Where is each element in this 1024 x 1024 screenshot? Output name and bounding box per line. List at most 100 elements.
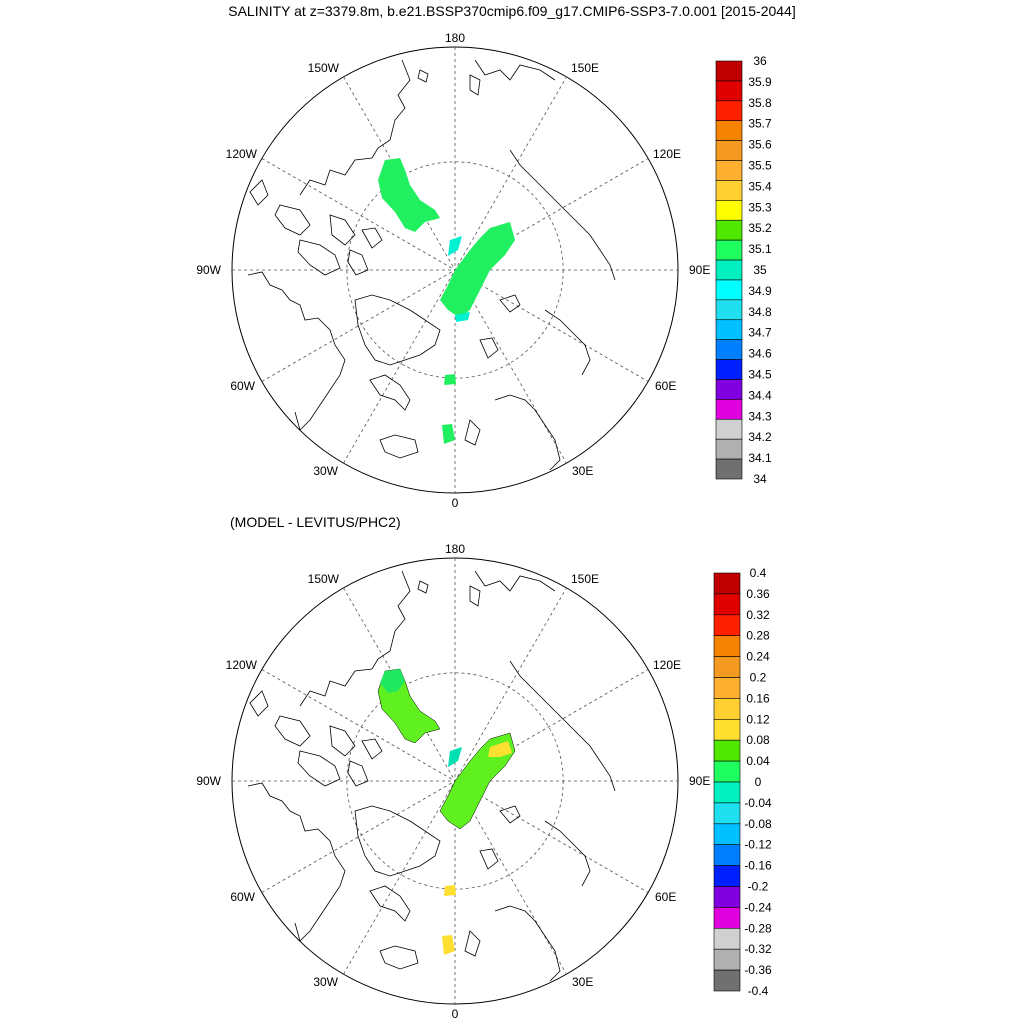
colorbar-swatch — [715, 359, 743, 380]
map-label-upper-left-2: 120W — [226, 147, 258, 161]
colorbar-swatch — [715, 279, 743, 301]
colorbar-label: 34.5 — [748, 368, 772, 382]
map-label-lower-right-2: 30E — [572, 464, 593, 478]
colorbar-label: 34.6 — [748, 347, 772, 361]
colorbar-label: 34.2 — [748, 430, 772, 444]
map-label-lower-right-1: 60E — [655, 890, 676, 904]
colorbar-swatch — [715, 160, 743, 181]
colorbar-swatch — [713, 969, 741, 992]
colorbar-swatch — [713, 886, 741, 908]
map-labels: 180 0 90W 90E 150W 120W 150E 120E 60W 30W 60E 30E — [196, 31, 710, 510]
colorbar-label: 0 — [755, 775, 762, 789]
map-label-bottom: 0 — [452, 1007, 459, 1021]
coastlines — [247, 59, 616, 471]
difference-fill-region — [448, 747, 462, 767]
colorbar-swatch — [715, 319, 743, 340]
colorbar-swatch — [715, 299, 743, 321]
colorbar-label: -0.16 — [744, 859, 772, 873]
difference-colorbar: 0.4 0.36 0.32 0.28 0.24 0.2 0.16 0.12 0.08 0.04 0 -… — [713, 566, 772, 998]
colorbar-swatch — [715, 80, 743, 102]
colorbar-swatch — [713, 718, 741, 741]
colorbar-swatch — [715, 200, 743, 221]
difference-title: (MODEL - LEVITUS/PHC2) — [230, 514, 401, 530]
colorbar-label: 0.4 — [750, 566, 767, 580]
colorbar-label: -0.04 — [744, 796, 772, 810]
colorbar-label: 0.04 — [746, 754, 770, 768]
colorbar-swatch — [715, 120, 743, 141]
colorbar-swatch — [715, 458, 743, 480]
colorbar-label: -0.32 — [744, 942, 772, 956]
colorbar-swatch — [715, 219, 743, 241]
colorbar-label: 34.3 — [748, 409, 772, 423]
colorbar-label: -0.36 — [744, 963, 772, 977]
map-label-lower-left-1: 60W — [230, 379, 255, 393]
map-label-lower-left-2: 30W — [313, 975, 338, 989]
colorbar-swatch — [715, 259, 743, 281]
salinity-fill-region — [444, 374, 456, 385]
map-label-lower-right-2: 30E — [572, 975, 593, 989]
difference-fill-region — [444, 885, 456, 896]
salinity-fill-region — [455, 312, 470, 322]
colorbar-swatch — [713, 760, 741, 783]
colorbar-label: 34 — [753, 472, 767, 486]
colorbar-swatch — [713, 614, 741, 636]
colorbar-label: 0.08 — [746, 733, 770, 747]
colorbar-label: -0.4 — [748, 984, 769, 998]
colorbar-label: 35.6 — [748, 138, 772, 152]
difference-fill-region — [442, 935, 455, 955]
colorbar-swatch — [715, 100, 743, 122]
map-labels: 180 0 90W 90E 150W 120W 150E 120E 60W 30W 60E 30E — [196, 542, 710, 1021]
colorbar-label: 35.8 — [748, 96, 772, 110]
colorbar-label: 0.28 — [746, 629, 770, 643]
salinity-fill-region — [440, 222, 515, 318]
salinity-colorbar: 36 35.9 35.8 35.7 35.6 35.5 35.4 35.3 35.2 35.1 35… — [715, 54, 772, 486]
colorbar-label: 0.16 — [746, 691, 770, 705]
colorbar-label: 35.2 — [748, 221, 772, 235]
colorbar-label: 34.1 — [748, 451, 772, 465]
colorbar-label: 35.1 — [748, 242, 772, 256]
salinity-fill-region — [378, 158, 440, 232]
map-label-upper-left-2: 120W — [226, 658, 258, 672]
colorbar-swatch — [713, 698, 741, 720]
colorbar-swatch — [715, 418, 743, 440]
difference-fill-region — [380, 669, 405, 693]
colorbar-swatch — [715, 379, 743, 400]
map-label-lower-left-2: 30W — [313, 464, 338, 478]
map-label-upper-left-1: 150W — [308, 572, 340, 586]
colorbar-swatch — [713, 572, 741, 595]
colorbar-label: -0.08 — [744, 817, 772, 831]
colorbar-label: 34.4 — [748, 388, 772, 402]
colorbar-label: -0.12 — [744, 838, 772, 852]
map-label-lower-left-1: 60W — [230, 890, 255, 904]
colorbar-label: 35 — [753, 263, 767, 277]
colorbar-swatch — [713, 635, 741, 657]
colorbar-label: 35.4 — [748, 179, 772, 193]
colorbar-swatch — [715, 140, 743, 161]
colorbar-swatch — [713, 865, 741, 887]
colorbar-label: 34.9 — [748, 284, 772, 298]
colorbar-swatch — [713, 823, 741, 845]
colorbar-label: 0.24 — [746, 650, 770, 664]
colorbar-swatch — [715, 399, 743, 420]
colorbar-swatch — [715, 60, 743, 82]
coastlines — [247, 570, 616, 982]
colorbar-swatch — [713, 677, 741, 699]
salinity-fill-region — [442, 424, 455, 444]
colorbar-swatch — [713, 802, 741, 825]
colorbar-swatch — [713, 781, 741, 804]
colorbar-swatch — [715, 180, 743, 201]
colorbar-label: 0.12 — [746, 712, 770, 726]
colorbar-label: -0.24 — [744, 900, 772, 914]
map-label-left: 90W — [196, 774, 221, 788]
colorbar-swatch — [715, 438, 743, 460]
colorbar-label: 36 — [753, 54, 767, 68]
map-label-bottom: 0 — [452, 496, 459, 510]
colorbar-swatch — [713, 907, 741, 929]
colorbar-swatch — [713, 656, 741, 678]
map-label-upper-right-1: 150E — [571, 61, 599, 75]
map-label-top: 180 — [445, 542, 465, 556]
colorbar-label: 0.32 — [746, 608, 770, 622]
salinity-map: 180 0 90W 90E 150W 120W 150E 120E 60W 30W 60E 30E — [196, 31, 710, 510]
colorbar-label: 34.7 — [748, 326, 772, 340]
